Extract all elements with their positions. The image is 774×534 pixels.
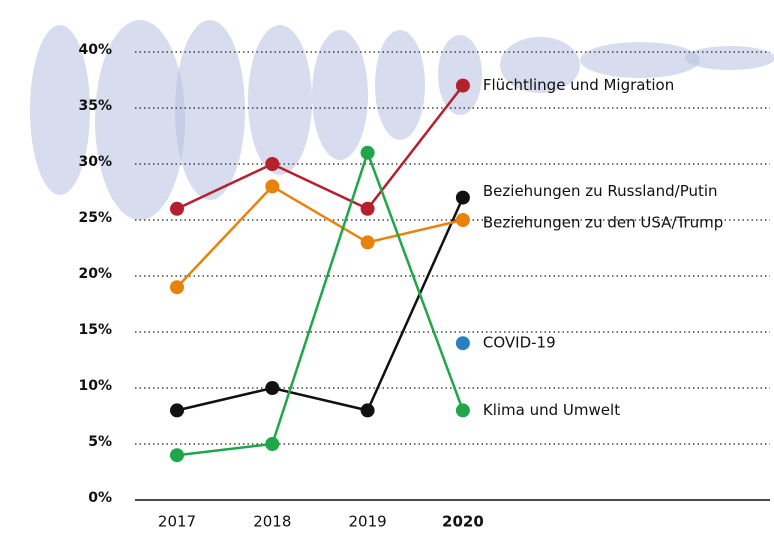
data-point: [455, 336, 470, 351]
data-point: [455, 213, 470, 227]
data-point: [360, 145, 375, 160]
data-point: [170, 201, 184, 216]
x-tick-label: 2020: [442, 513, 484, 531]
data-point: [170, 448, 184, 463]
series-label: Beziehungen zu den USA/Trump: [483, 214, 723, 232]
x-tick-label: 2019: [349, 513, 387, 531]
data-point: [265, 157, 280, 171]
data-point: [265, 381, 280, 395]
background-crowd: [30, 20, 774, 220]
series-label: Beziehungen zu Russland/Putin: [483, 182, 718, 200]
data-point: [170, 280, 184, 295]
data-point: [360, 235, 375, 250]
y-tick-label: 30%: [78, 154, 112, 170]
series-line: [176, 84, 464, 211]
data-point: [455, 403, 470, 418]
data-point: [360, 201, 375, 216]
y-tick-label: 15%: [78, 322, 112, 338]
y-tick-label: 10%: [78, 378, 112, 394]
series-label: Flüchtlinge und Migration: [483, 76, 674, 94]
data-point: [170, 403, 184, 418]
y-tick-label: 5%: [88, 434, 112, 450]
y-tick-label: 35%: [78, 98, 112, 114]
series-line: [176, 149, 465, 457]
y-tick-label: 40%: [78, 42, 112, 58]
series-line: [176, 197, 465, 412]
y-tick-label: 25%: [78, 210, 112, 226]
x-tick-label: 2017: [158, 513, 196, 531]
y-tick-label: 0%: [88, 490, 112, 506]
series-line: [176, 184, 464, 289]
x-tick-label: 2018: [253, 513, 291, 531]
data-point: [265, 437, 280, 451]
data-point: [360, 403, 375, 418]
series-label: COVID-19: [483, 334, 556, 352]
y-tick-label: 20%: [78, 266, 112, 282]
series-label: Klima und Umwelt: [483, 401, 620, 419]
data-point: [455, 190, 470, 205]
data-point: [455, 78, 470, 93]
data-point: [265, 179, 280, 194]
